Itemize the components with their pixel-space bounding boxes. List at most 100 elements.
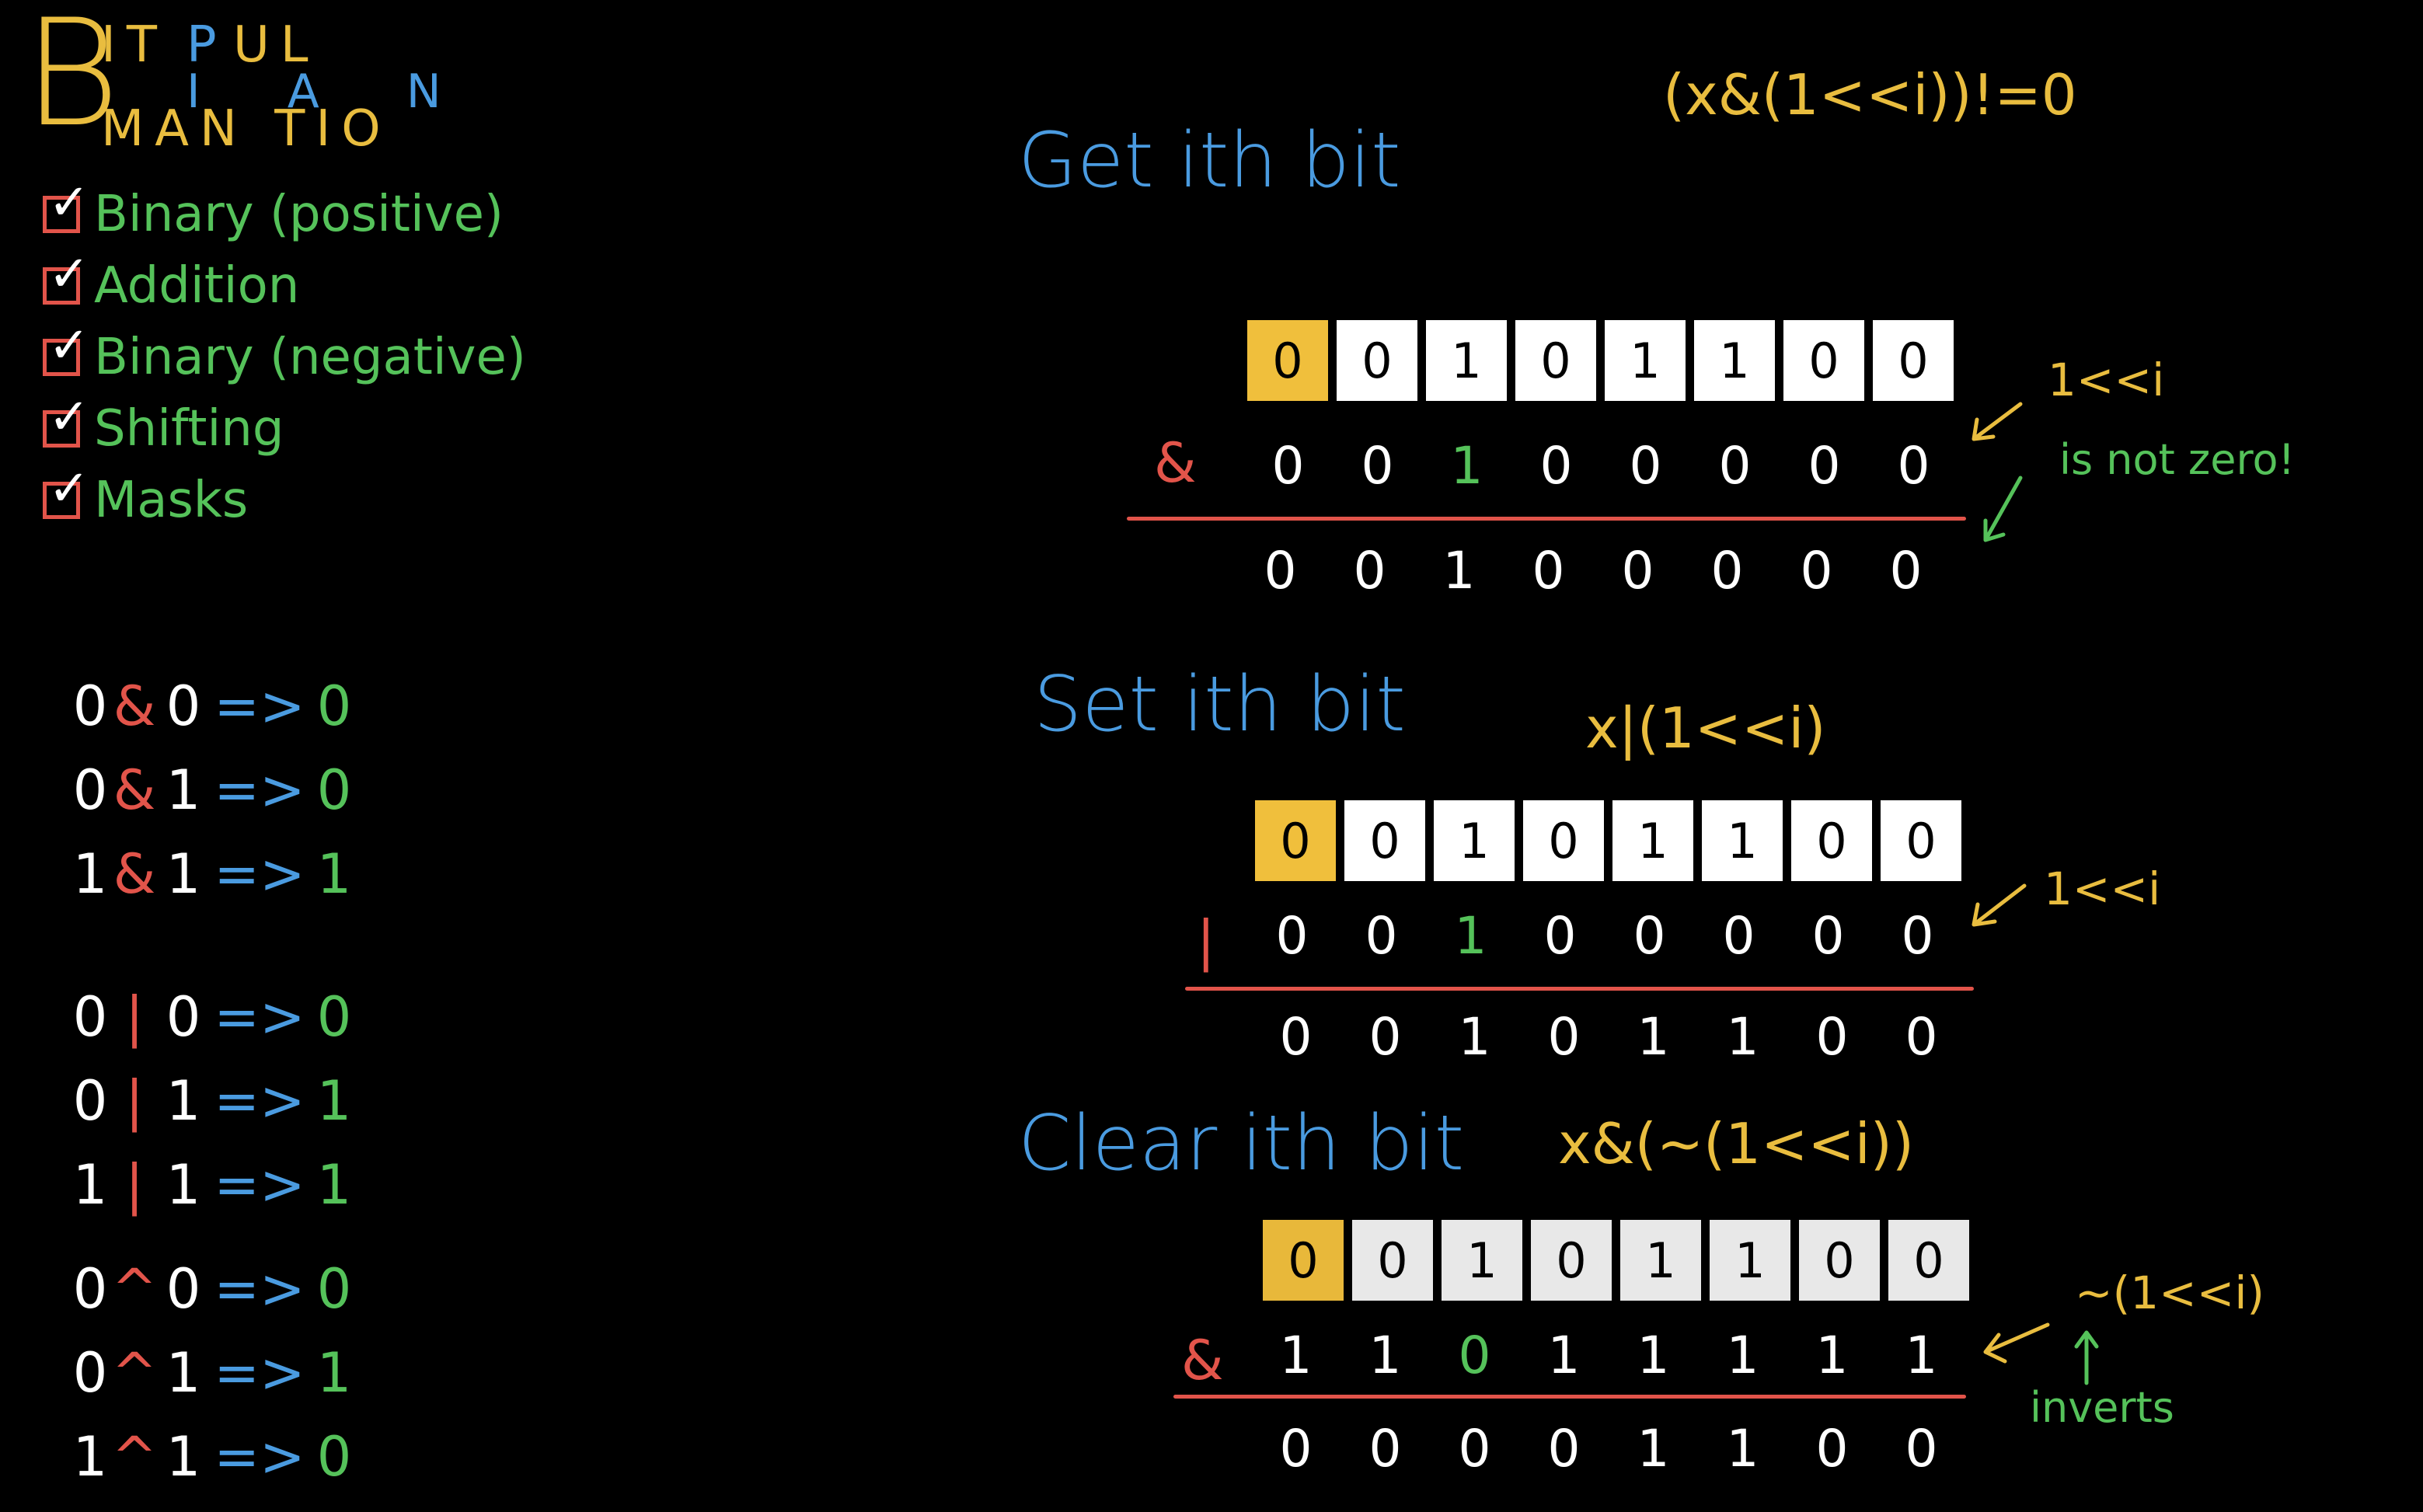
checklist-item: ✓ Binary (negative) bbox=[43, 321, 526, 393]
arrow-symbol: => bbox=[214, 1069, 305, 1133]
operand-a: 0 bbox=[72, 1257, 108, 1321]
operand-a: 1 bbox=[72, 1153, 108, 1217]
result-divider bbox=[1127, 517, 1966, 521]
result-bit: 1 bbox=[1637, 1419, 1670, 1479]
bit-cell: 0 bbox=[1344, 800, 1425, 881]
operand-a: 0 bbox=[72, 1069, 108, 1133]
result-bit: 0 bbox=[1458, 1419, 1491, 1479]
operand-b: 1 bbox=[166, 1425, 201, 1489]
bit-cell: 1 bbox=[1710, 1220, 1790, 1301]
result-bit: 0 bbox=[1889, 541, 1923, 601]
arrow-left-icon bbox=[1972, 402, 2023, 441]
bit-cell: 0 bbox=[1873, 320, 1954, 401]
and-operator: & bbox=[1181, 1329, 1224, 1392]
title-fragment: P bbox=[187, 16, 228, 74]
result: 1 bbox=[316, 1153, 352, 1217]
get-bit-title: Get ith bit bbox=[1018, 117, 1401, 205]
result-bit: 1 bbox=[1442, 541, 1476, 601]
arrow-symbol: => bbox=[214, 1341, 305, 1405]
truth-row: 0 | 0 => 0 bbox=[70, 975, 357, 1059]
operator: ^ bbox=[111, 1257, 158, 1321]
operand-b: 1 bbox=[166, 758, 201, 822]
result-bit: 0 bbox=[1815, 1007, 1849, 1067]
operator: | bbox=[125, 1069, 144, 1133]
mask-bit: 0 bbox=[1811, 906, 1845, 966]
checklist-label: Binary (positive) bbox=[94, 186, 504, 243]
checkmark-icon: ✓ bbox=[48, 317, 90, 375]
clear-bit-title: Clear ith bit bbox=[1018, 1099, 1465, 1188]
operand-b: 1 bbox=[166, 842, 201, 906]
bit-cell: 1 bbox=[1702, 800, 1783, 881]
bit-cell-highlighted: 0 bbox=[1263, 1220, 1344, 1301]
title-fragment: IT bbox=[101, 16, 168, 74]
or-operator: | bbox=[1197, 909, 1215, 973]
checkmark-icon: ✓ bbox=[48, 174, 90, 232]
result-note: is not zero! bbox=[2059, 435, 2296, 484]
bit-cell: 1 bbox=[1426, 320, 1507, 401]
operator: | bbox=[125, 1153, 144, 1217]
result-bit: 0 bbox=[1532, 541, 1565, 601]
operand-b: 1 bbox=[166, 1069, 201, 1133]
mask-bit: 0 bbox=[1543, 906, 1577, 966]
bit-cell: 0 bbox=[1881, 800, 1961, 881]
bit-cell: 0 bbox=[1352, 1220, 1433, 1301]
arrow-symbol: => bbox=[214, 1425, 305, 1489]
result-bit: 0 bbox=[1279, 1007, 1313, 1067]
arrow-symbol: => bbox=[214, 758, 305, 822]
mask-bit: 0 bbox=[1722, 906, 1755, 966]
operator: ^ bbox=[111, 1341, 158, 1405]
result-bit: 1 bbox=[1726, 1007, 1759, 1067]
bit-cell: 0 bbox=[1799, 1220, 1880, 1301]
mask-bit: 1 bbox=[1637, 1326, 1670, 1385]
mask-bit: 0 bbox=[1808, 436, 1841, 496]
operator: & bbox=[113, 674, 156, 738]
bit-cell: 1 bbox=[1442, 1220, 1522, 1301]
checklist-label: Addition bbox=[94, 257, 300, 315]
set-bit-mask: 0 0 1 0 0 0 0 0 bbox=[1247, 905, 1962, 967]
mask-bit: 1 bbox=[1905, 1326, 1938, 1385]
arrow-symbol: => bbox=[214, 842, 305, 906]
bit-cell: 0 bbox=[1888, 1220, 1969, 1301]
checklist-label: Shifting bbox=[94, 400, 284, 458]
mask-bit-set: 1 bbox=[1450, 436, 1483, 496]
truth-row: 0 & 1 => 0 bbox=[70, 748, 357, 832]
operand-a: 0 bbox=[72, 674, 108, 738]
result-bit: 0 bbox=[1710, 541, 1744, 601]
bit-cell: 0 bbox=[1523, 800, 1604, 881]
arrow-up-icon bbox=[2074, 1330, 2099, 1385]
operand-a: 1 bbox=[72, 842, 108, 906]
result-bit: 0 bbox=[1547, 1007, 1581, 1067]
title-fragment: MAN TIO bbox=[101, 100, 392, 158]
result-bit: 0 bbox=[1279, 1419, 1313, 1479]
operand-b: 1 bbox=[166, 1341, 201, 1405]
bit-cell: 0 bbox=[1531, 1220, 1612, 1301]
bit-cell: 0 bbox=[1515, 320, 1596, 401]
arrow-left-icon bbox=[1983, 476, 2023, 542]
checkbox-icon: ✓ bbox=[43, 392, 90, 448]
arrow-icons bbox=[1972, 402, 2023, 542]
bit-cell: 1 bbox=[1612, 800, 1693, 881]
bit-cell: 1 bbox=[1694, 320, 1775, 401]
mask-bit: 0 bbox=[1539, 436, 1573, 496]
title-fragment: UL bbox=[233, 16, 319, 74]
checkbox-icon: ✓ bbox=[43, 321, 90, 376]
operator: & bbox=[113, 758, 156, 822]
operand-a: 1 bbox=[72, 1425, 108, 1489]
mask-bit: 0 bbox=[1365, 906, 1398, 966]
arrow-left-icon bbox=[1983, 1322, 2050, 1364]
bit-cell: 1 bbox=[1620, 1220, 1701, 1301]
bit-cell: 0 bbox=[1783, 320, 1864, 401]
result-bit: 0 bbox=[1621, 541, 1654, 601]
checklist-item: ✓ Shifting bbox=[43, 392, 526, 465]
result-bit: 0 bbox=[1800, 541, 1833, 601]
result-divider bbox=[1185, 987, 1974, 991]
mask-bit: 0 bbox=[1629, 436, 1662, 496]
checkbox-icon: ✓ bbox=[43, 249, 90, 305]
checkbox-icon: ✓ bbox=[43, 178, 90, 233]
bit-cell-highlighted: 0 bbox=[1247, 320, 1328, 401]
clear-bit-formula: x&(~(1<<i)) bbox=[1558, 1111, 1914, 1176]
checklist-item: ✓ Masks bbox=[43, 464, 526, 536]
and-truth-table: 0 & 0 => 0 0 & 1 => 0 1 & 1 => 1 bbox=[70, 664, 357, 916]
mask-bit: 0 bbox=[1275, 906, 1309, 966]
get-bit-cells: 0 0 1 0 1 1 0 0 bbox=[1247, 320, 1962, 401]
